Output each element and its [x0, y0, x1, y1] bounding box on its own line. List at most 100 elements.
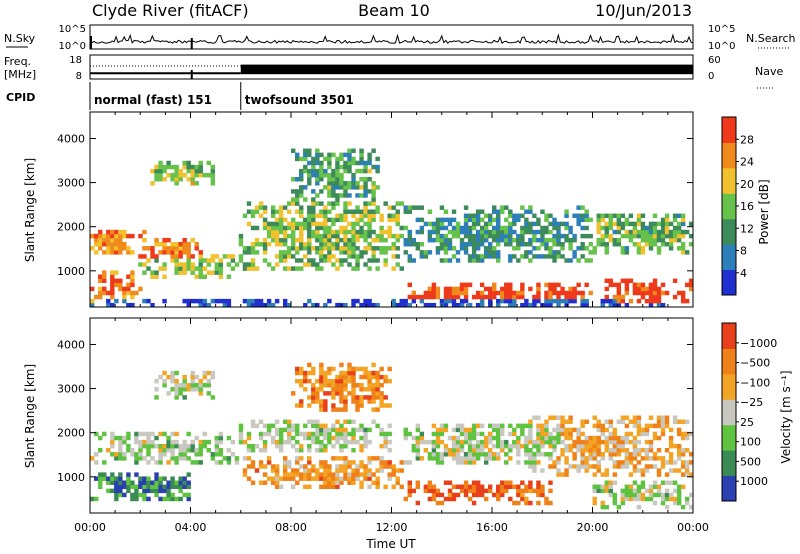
- heatmap-cell: [648, 294, 654, 300]
- heatmap-cell: [295, 423, 300, 429]
- heatmap-cell: [375, 480, 380, 485]
- heatmap-cell: [335, 427, 340, 433]
- heatmap-cell: [628, 456, 634, 461]
- heatmap-cell: [536, 254, 541, 259]
- heatmap-cell: [315, 266, 320, 271]
- heatmap-cell: [632, 419, 638, 425]
- heatmap-cell: [528, 237, 533, 243]
- heatmap-cell: [508, 484, 513, 490]
- heatmap-cell: [339, 395, 344, 400]
- heatmap-cell: [291, 225, 296, 231]
- heatmap-cell: [230, 258, 236, 263]
- heatmap-cell: [327, 156, 332, 162]
- heatmap-cell: [616, 435, 622, 441]
- heatmap-cell: [371, 456, 376, 461]
- heatmap-cell: [206, 302, 211, 308]
- heatmap-cell: [186, 160, 191, 166]
- heatmap-cell: [311, 209, 316, 214]
- heatmap-cell: [347, 201, 352, 206]
- heatmap-cell: [90, 302, 95, 308]
- heatmap-cell: [118, 435, 123, 441]
- heatmap-cell: [319, 225, 324, 231]
- heatmap-cell: [688, 286, 694, 292]
- heatmap-cell: [363, 193, 368, 198]
- heatmap-cell: [146, 431, 151, 437]
- heatmap-cell: [359, 480, 364, 485]
- heatmap-cell: [295, 439, 300, 445]
- heatmap-cell: [572, 456, 577, 461]
- heatmap-cell: [387, 476, 392, 481]
- heatmap-cell: [668, 435, 674, 441]
- heatmap-cell: [307, 213, 312, 219]
- heatmap-cell: [335, 431, 340, 437]
- heatmap-cell: [194, 274, 199, 279]
- heatmap-cell: [447, 221, 453, 227]
- heatmap-cell: [162, 250, 167, 255]
- heatmap-cell: [162, 298, 167, 304]
- heatmap-cell: [355, 395, 360, 400]
- heatmap-cell: [668, 480, 674, 485]
- heatmap-cell: [407, 229, 412, 235]
- heatmap-cell: [415, 217, 421, 223]
- heatmap-cell: [351, 160, 356, 166]
- heatmap-cell: [636, 452, 642, 457]
- heatmap-cell: [206, 258, 211, 263]
- heatmap-cell: [556, 225, 561, 231]
- heatmap-cell: [94, 476, 99, 481]
- heatmap-cell: [307, 378, 312, 384]
- heatmap-cell: [395, 262, 400, 267]
- heatmap-cell: [379, 374, 384, 380]
- heatmap-cell: [592, 415, 597, 420]
- heatmap-cell: [463, 484, 469, 490]
- heatmap-cell: [471, 500, 477, 506]
- heatmap-cell: [528, 480, 533, 485]
- heatmap-cell: [359, 387, 364, 392]
- heatmap-cell: [423, 484, 429, 490]
- heatmap-cell: [636, 419, 642, 425]
- heatmap-cell: [291, 443, 296, 449]
- heatmap-cell: [278, 237, 284, 243]
- heatmap-cell: [411, 242, 417, 247]
- heatmap-cell: [315, 439, 320, 445]
- heatmap-cell: [500, 480, 505, 485]
- heatmap-cell: [150, 250, 155, 255]
- heatmap-cell: [303, 387, 308, 392]
- heatmap-cell: [467, 282, 473, 288]
- heatmap-cell: [504, 290, 509, 296]
- heatmap-cell: [319, 484, 324, 490]
- heatmap-cell: [620, 464, 626, 469]
- heatmap-cell: [347, 391, 352, 396]
- colorbar-tick-label: 25: [740, 416, 754, 429]
- heatmap-cell: [383, 246, 388, 251]
- heatmap-cell: [371, 148, 376, 154]
- heatmap-cell: [355, 427, 360, 433]
- heatmap-cell: [214, 266, 220, 271]
- heatmap-cell: [307, 460, 312, 465]
- heatmap-cell: [475, 221, 481, 227]
- heatmap-cell: [174, 246, 179, 251]
- heatmap-cell: [347, 221, 352, 227]
- heatmap-cell: [278, 435, 284, 441]
- heatmap-cell: [206, 270, 211, 275]
- heatmap-cell: [118, 242, 123, 247]
- heatmap-cell: [262, 472, 268, 477]
- heatmap-cell: [206, 160, 211, 166]
- heatmap-cell: [616, 282, 622, 288]
- heatmap-cell: [371, 250, 376, 255]
- heatmap-cell: [274, 476, 280, 481]
- heatmap-cell: [520, 443, 525, 449]
- heatmap-cell: [270, 221, 276, 227]
- heatmap-cell: [544, 225, 549, 231]
- heatmap-cell: [648, 290, 654, 296]
- heatmap-cell: [194, 460, 199, 465]
- heatmap-cell: [347, 431, 352, 437]
- heatmap-cell: [532, 221, 537, 227]
- heatmap-cell: [154, 237, 159, 243]
- heatmap-cell: [106, 298, 111, 304]
- heatmap-cell: [299, 448, 304, 453]
- nsearch-label: N.Search: [746, 32, 796, 45]
- heatmap-cell: [528, 488, 533, 494]
- heatmap-cell: [492, 435, 497, 441]
- heatmap-cell: [680, 217, 686, 223]
